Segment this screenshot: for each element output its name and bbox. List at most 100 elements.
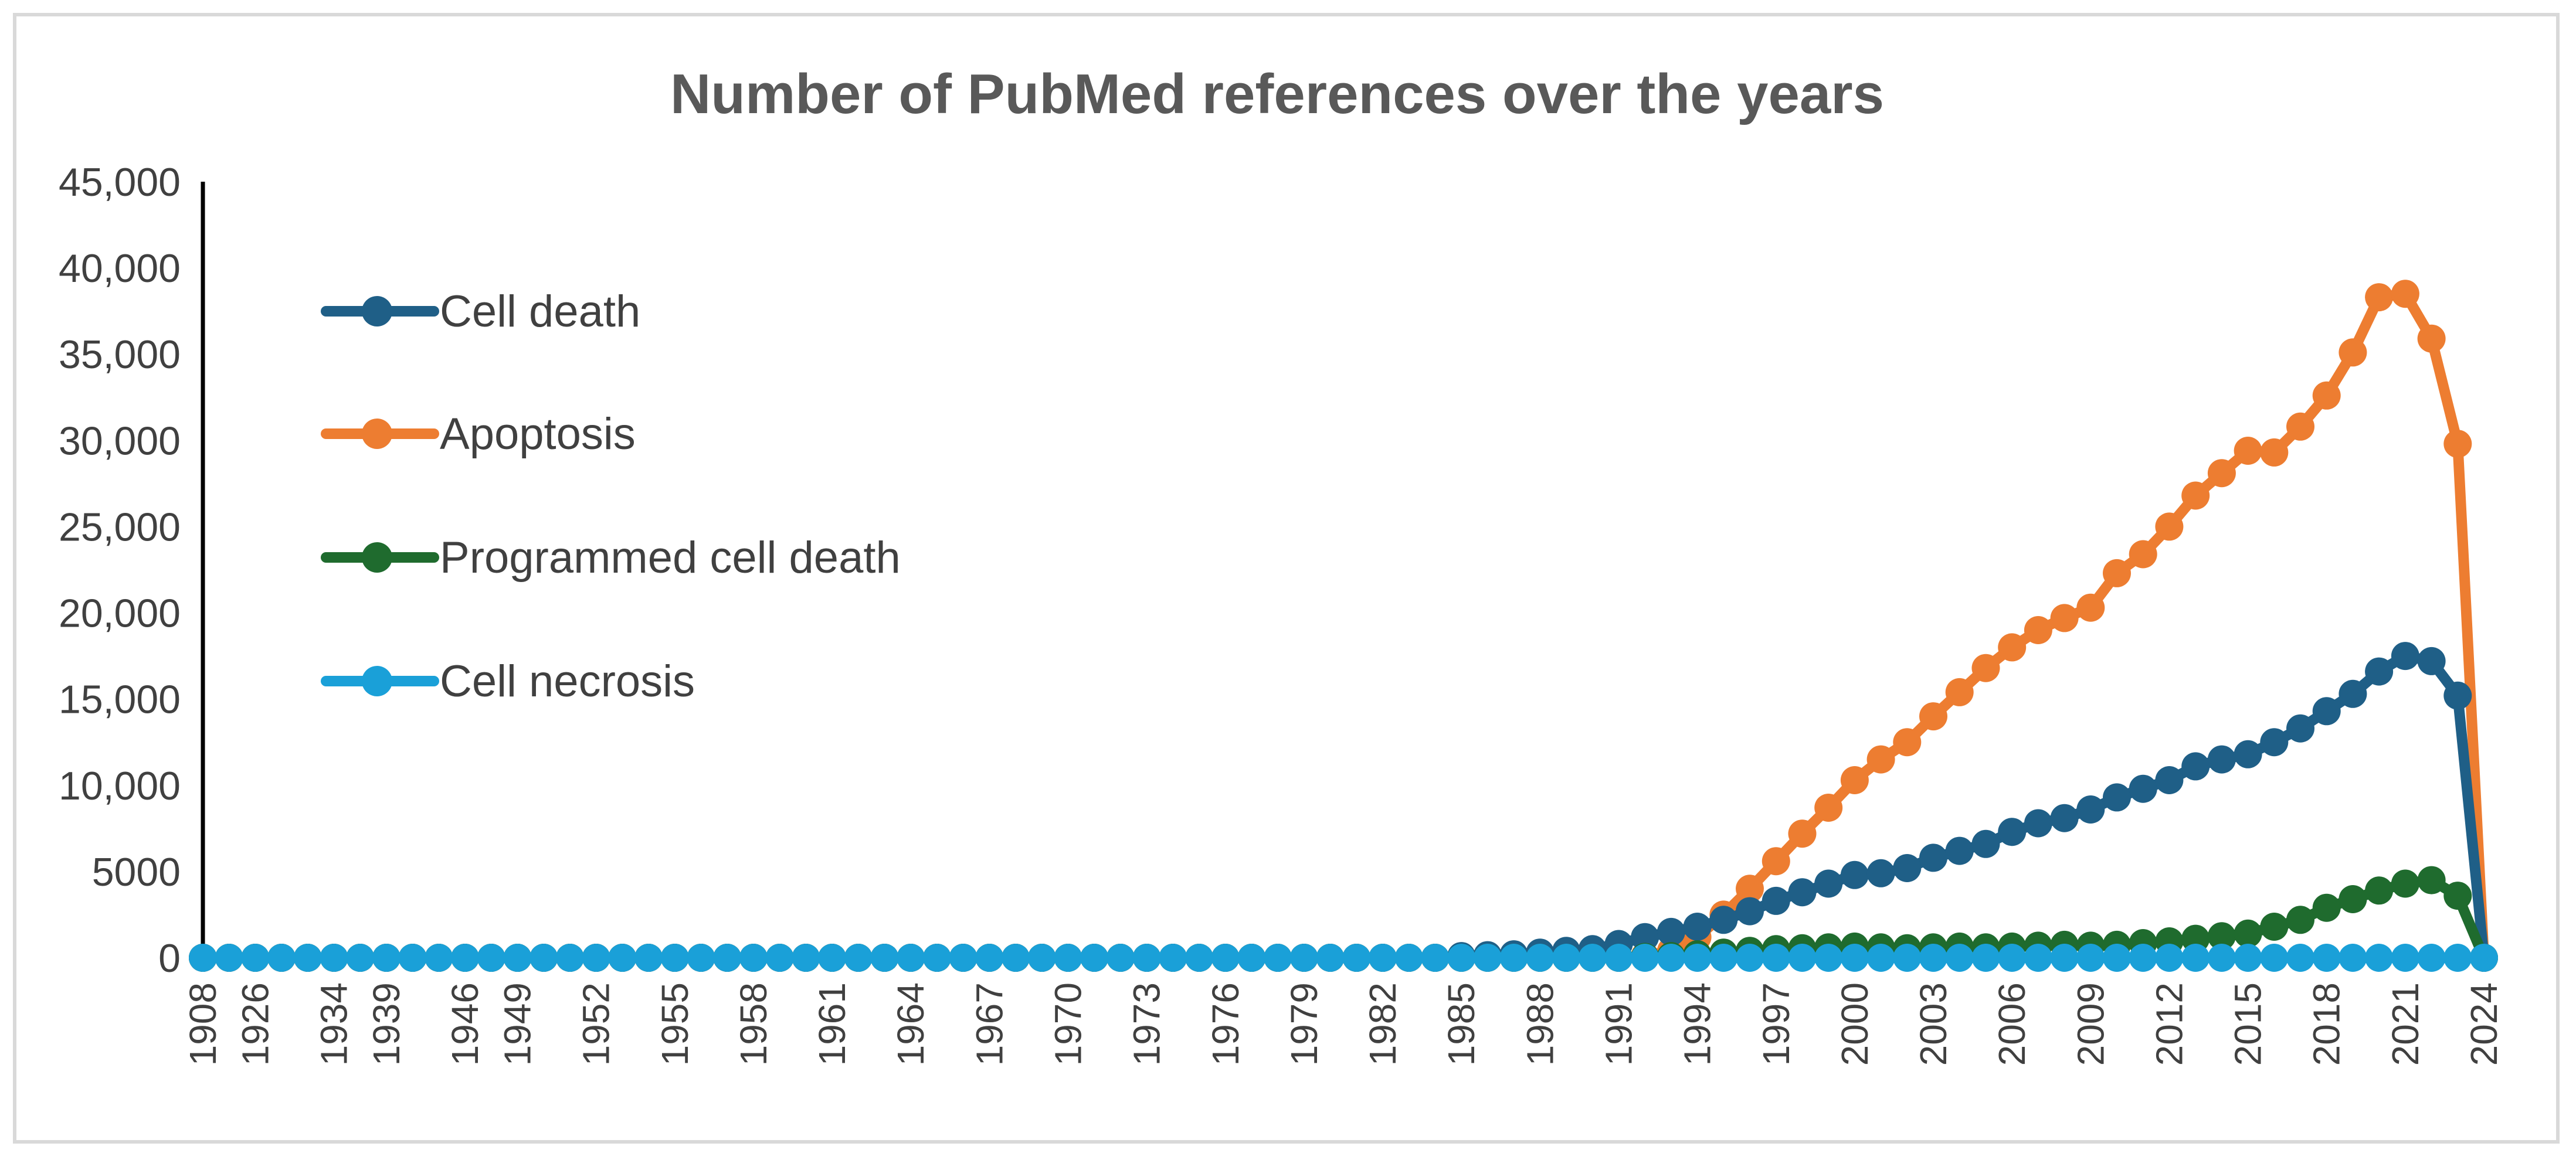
data-point (1840, 944, 1869, 972)
x-tick-label: 1958 (732, 982, 775, 1066)
data-point (1971, 829, 2000, 858)
data-point (2260, 438, 2289, 467)
x-tick-label: 1961 (811, 982, 853, 1066)
data-point (320, 944, 348, 972)
data-point (897, 944, 925, 972)
data-point (2365, 944, 2394, 972)
x-tick-label: 1946 (444, 982, 486, 1066)
data-point (844, 944, 873, 972)
data-point (1369, 944, 1397, 972)
data-point (2181, 944, 2210, 972)
legend-marker (362, 296, 392, 326)
data-point (1762, 847, 1790, 876)
y-tick-label: 0 (158, 936, 181, 981)
x-tick-label: 1970 (1047, 982, 1090, 1066)
data-point (1840, 860, 1869, 889)
data-point (870, 944, 899, 972)
data-point (398, 944, 427, 972)
data-point (425, 944, 453, 972)
axes: 0 5000 10,000 15,000 20,000 25,000 30,000 35,00… (59, 160, 2505, 1066)
data-point (2365, 283, 2394, 312)
data-point (739, 944, 768, 972)
data-point (2129, 540, 2157, 569)
y-tick-label: 10,000 (59, 764, 181, 808)
data-point (792, 944, 820, 972)
x-tick-label: 1967 (968, 982, 1010, 1066)
data-point (2129, 944, 2157, 972)
series-line (198, 288, 2489, 963)
data-point (818, 944, 847, 972)
data-point (1054, 944, 1082, 972)
data-point (267, 944, 296, 972)
y-tick-label: 35,000 (59, 332, 181, 377)
data-point (1159, 944, 1187, 972)
data-point (660, 944, 689, 972)
data-point (1185, 944, 1214, 972)
data-point (1080, 944, 1109, 972)
x-tick-label: 1997 (1755, 982, 1797, 1066)
legend: Cell death Apoptosis Programmed cell death… (321, 287, 901, 706)
data-point (1447, 944, 1476, 972)
data-point (2103, 783, 2131, 812)
data-point (2076, 593, 2105, 622)
data-point (765, 944, 794, 972)
data-point (1552, 944, 1581, 972)
data-point (2260, 728, 2289, 757)
x-tick-label: 1979 (1283, 982, 1325, 1066)
data-point (1919, 702, 1947, 731)
data-point (1893, 854, 1922, 882)
data-point (1893, 728, 1922, 757)
x-tick-label: 2015 (2227, 982, 2269, 1066)
data-point (2207, 922, 2236, 951)
data-point (2207, 944, 2236, 972)
y-tick-label: 5000 (92, 850, 181, 894)
legend-marker (362, 666, 392, 696)
x-tick-label: 2006 (1991, 982, 2033, 1066)
data-point (975, 944, 1004, 972)
data-point (713, 944, 742, 972)
x-tick-label: 1985 (1440, 982, 1482, 1066)
data-point (2417, 944, 2446, 972)
data-point (2050, 604, 2079, 632)
data-point (2286, 714, 2314, 743)
data-point (2103, 944, 2131, 972)
data-point (1709, 944, 1738, 972)
data-point (949, 944, 978, 972)
data-point (2286, 906, 2314, 934)
chart-frame: Number of PubMed references over the yea… (13, 13, 2560, 1144)
series-layer (189, 280, 2498, 972)
data-point (2391, 869, 2419, 898)
data-point (1631, 944, 1659, 972)
data-point (1998, 818, 2027, 846)
data-point (2155, 766, 2184, 794)
data-point (2024, 809, 2052, 838)
x-tick-label: 1991 (1597, 982, 1640, 1066)
x-tick-label: 1973 (1126, 982, 1168, 1066)
data-point (2391, 280, 2419, 308)
data-point (2339, 944, 2367, 972)
data-point (2312, 381, 2341, 410)
data-point (2076, 795, 2105, 824)
legend-item-programmed-cell-death: Programmed cell death (321, 533, 901, 583)
data-point (1998, 633, 2027, 662)
data-point (1499, 944, 1528, 972)
data-point (608, 944, 637, 972)
data-point (1289, 944, 1318, 972)
data-point (2339, 885, 2367, 913)
x-tick-label: 1908 (182, 982, 224, 1066)
x-tick-label: 1952 (575, 982, 617, 1066)
data-point (1762, 944, 1790, 972)
data-point (1342, 944, 1371, 972)
data-point (2024, 944, 2052, 972)
data-point (2417, 647, 2446, 675)
data-point (1473, 944, 1502, 972)
data-point (2286, 412, 2314, 441)
data-point (1604, 944, 1633, 972)
y-tick-label: 15,000 (59, 678, 181, 722)
data-point (2391, 642, 2419, 671)
x-tick-label: 2009 (2069, 982, 2112, 1066)
data-point (1736, 944, 1764, 972)
data-point (372, 944, 401, 972)
data-point (1945, 836, 1974, 865)
data-point (1526, 944, 1555, 972)
